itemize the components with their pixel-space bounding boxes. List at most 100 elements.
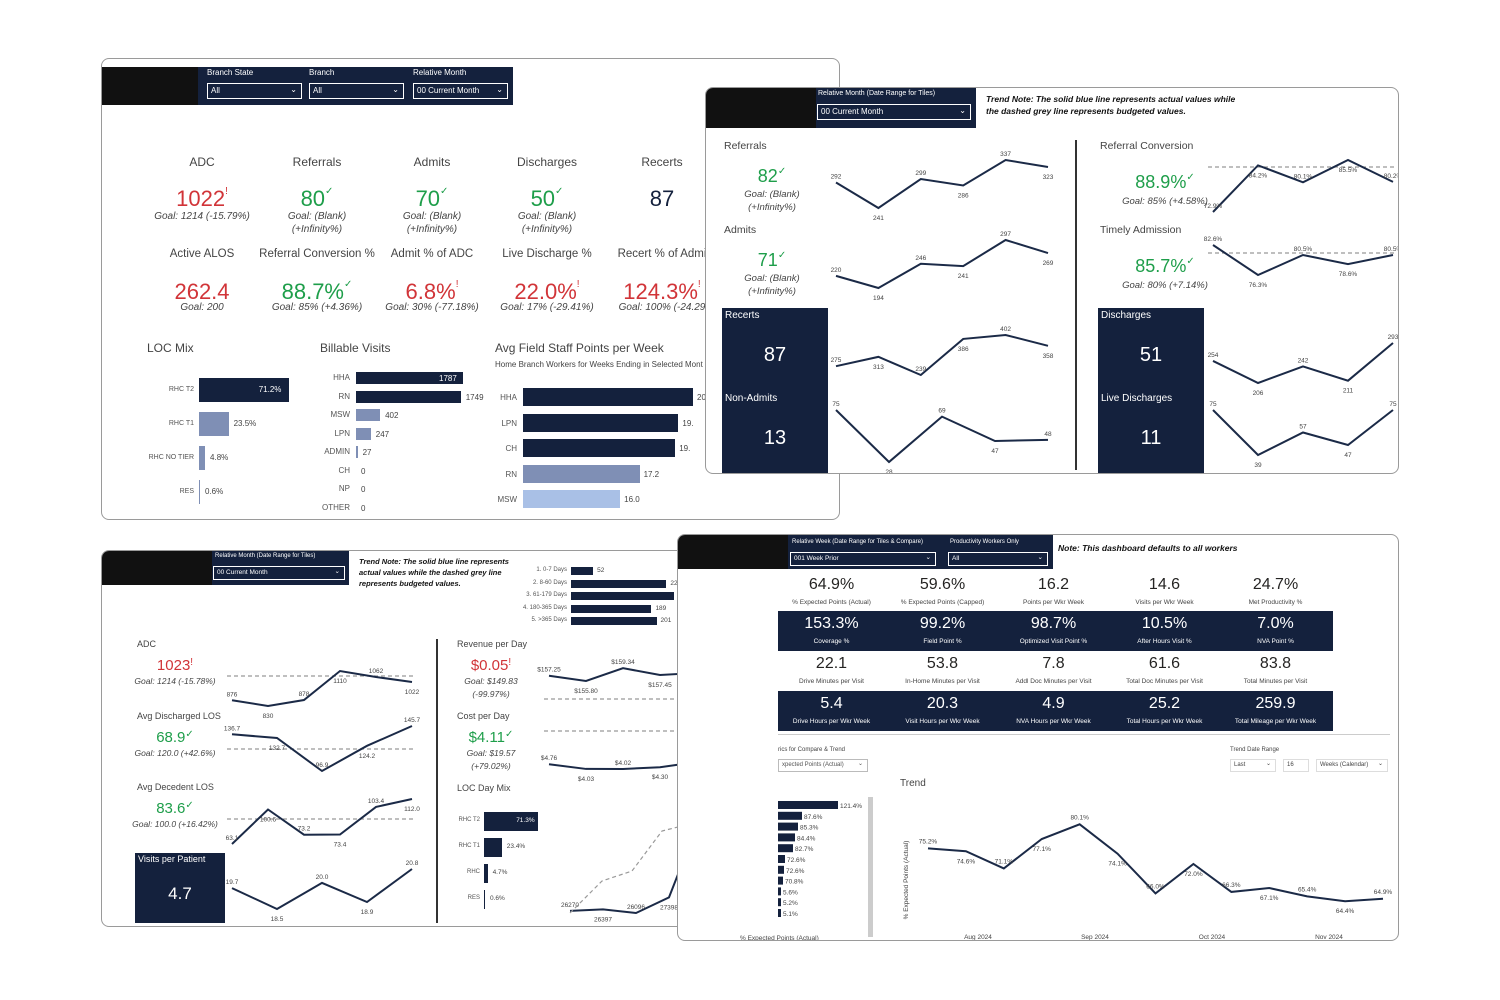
point-label: 18.9	[361, 909, 374, 916]
chevron-down-icon: ⌄	[334, 568, 340, 575]
los-bucket-bar	[571, 617, 657, 625]
point-label: 19.7	[226, 879, 239, 886]
trend-line	[835, 158, 1049, 210]
los-bucket-bar	[571, 567, 594, 575]
loc-mix-label: RHC T1	[168, 420, 194, 427]
kpi-number: 82	[757, 166, 778, 186]
vpp-title: Visits per Patient	[138, 854, 206, 864]
kpi-title: Recerts	[641, 155, 683, 169]
trend-point-label: 77.1%	[1033, 846, 1052, 853]
check-icon: ✓	[440, 186, 449, 197]
compare-bar	[778, 876, 783, 885]
kpi-title: Referrals	[724, 140, 767, 152]
point-label: 269	[1043, 260, 1054, 267]
point-label: 241	[958, 273, 969, 280]
trend-line	[1212, 158, 1394, 213]
metric-value: 7.8	[1042, 655, 1065, 672]
trend-sparklines: 876 830 878 1110 1062 1022 136.7 132.7 96.9 124.2…	[224, 650, 746, 923]
kpi-number: 1023	[156, 657, 191, 674]
kpi-goal: Goal: $19.57 (+79.02%)	[466, 748, 516, 771]
metric-caption: Field Point %	[923, 638, 962, 645]
trend-line	[835, 409, 1049, 464]
metric-value: 61.6	[1148, 655, 1181, 672]
billable-label: NP	[338, 484, 350, 493]
billable-label: OTHER	[322, 502, 350, 512]
trend-point-label: 66.0%	[1146, 883, 1165, 890]
kpi-title: Active ALOS	[169, 248, 235, 260]
kpi-goal: Goal: 120.0 (+42.6%)	[134, 748, 216, 758]
slicer-select[interactable]: All ⌄	[309, 83, 404, 99]
field-points-value: 19.	[679, 444, 691, 453]
header-redacted	[102, 551, 212, 585]
slicer-select[interactable]: All ⌄	[207, 83, 302, 99]
trend-point-label: 80.1%	[1070, 814, 1089, 821]
billable-value: 0	[361, 503, 366, 513]
warning-icon: !	[576, 279, 580, 290]
chevron-down-icon: ⌄	[959, 106, 966, 115]
trend-range-unit[interactable]: Weeks (Calendar) ⌄	[1316, 759, 1388, 772]
kpi-goal: Goal: (Blank) (+Infinity%)	[402, 211, 462, 235]
metric-caption: Visits per Wkr Week	[1135, 599, 1194, 606]
trend-range-count[interactable]: 16	[1283, 759, 1309, 772]
relative-month-select[interactable]: 00 Current Month ⌄	[817, 104, 971, 120]
point-label: 28	[885, 469, 893, 474]
kpi-title: ADC	[137, 639, 157, 649]
point-label: $4.30	[652, 774, 669, 781]
kpi-number: $0.05	[470, 657, 509, 674]
point-label: 112.0	[404, 806, 420, 813]
kpi-goal: Goal: 17% (-29.41%)	[500, 302, 594, 313]
check-icon: ✓	[325, 186, 334, 197]
live_dc-value: 11	[1140, 427, 1162, 449]
metric-caption: Coverage %	[813, 638, 850, 645]
chevron-down-icon: ⌄	[1377, 761, 1383, 767]
slicer-select[interactable]: 00 Current Month ⌄	[413, 83, 508, 99]
trend-line	[231, 669, 413, 708]
point-label: 254	[1208, 352, 1219, 359]
productivity-charts: 121.4% 87.6% 85.3% 84.4% 82.7% 72.6% 72.6% 70.8…	[778, 797, 1392, 940]
chevron-down-icon: ⌄	[496, 85, 503, 94]
point-label: 73.2	[298, 826, 311, 833]
field-points-label: HHA	[500, 393, 517, 402]
point-label: 1022	[405, 689, 420, 696]
vpp-value: 4.7	[168, 884, 192, 903]
slicer-select[interactable]: 001 Week Prior ⌄	[790, 552, 936, 566]
recerts-tile	[722, 308, 828, 473]
compare-select[interactable]: xpected Points (Actual) ⌄	[778, 759, 868, 772]
point-label: 299	[915, 170, 926, 177]
select-value: 001 Week Prior	[794, 555, 839, 562]
metric-value: 22.1	[815, 655, 848, 672]
trend-range-mode[interactable]: Last ⌄	[1230, 759, 1276, 772]
kpi-value: 80✓	[257, 186, 377, 212]
point-label: 194	[873, 295, 884, 302]
kpi-value: 71✓	[724, 250, 820, 271]
kpi-number: 80	[300, 186, 326, 211]
compare-bar-label: 87.6%	[804, 814, 823, 821]
billable-value: 1787	[439, 374, 457, 383]
metric-caption: Points per Wkr Week	[1023, 599, 1084, 606]
kpi-number: 71	[757, 250, 778, 270]
compare-bar	[778, 811, 802, 820]
point-label: 72.9%	[1204, 203, 1223, 210]
point-label: 246	[915, 255, 926, 262]
point-label: 80.5%	[1384, 246, 1399, 253]
slicer-select[interactable]: All ⌄	[948, 552, 1048, 566]
compare-bar	[778, 898, 781, 907]
point-label: 242	[1298, 357, 1309, 364]
kpi-title: Avg Discharged LOS	[137, 711, 221, 721]
metric-value: 14.6	[1148, 576, 1181, 593]
billable-label: ADMIN	[324, 447, 350, 456]
metric-value: 16.2	[1037, 576, 1070, 593]
billable-visits-title: Billable Visits	[320, 341, 391, 355]
compare-bar	[778, 801, 838, 809]
discharges-value: 51	[1139, 344, 1163, 366]
kpi-title: ADC	[189, 155, 215, 169]
loc-day-label: RHC T1	[458, 843, 480, 849]
kpi-value: 68.9✓	[130, 729, 220, 746]
relative-month-select[interactable]: 00 Current Month ⌄	[213, 566, 345, 580]
field-points-subtitle: Home Branch Workers for Weeks Ending in …	[495, 360, 703, 369]
relative-month-label: Relative Month (Date Range for Tiles)	[215, 553, 316, 559]
kpi-value: 82✓	[724, 166, 820, 187]
scrollbar[interactable]	[868, 797, 873, 937]
field-points-bar	[523, 439, 676, 457]
kpi-goal: Goal: 85% (+4.58%)	[1122, 196, 1208, 207]
